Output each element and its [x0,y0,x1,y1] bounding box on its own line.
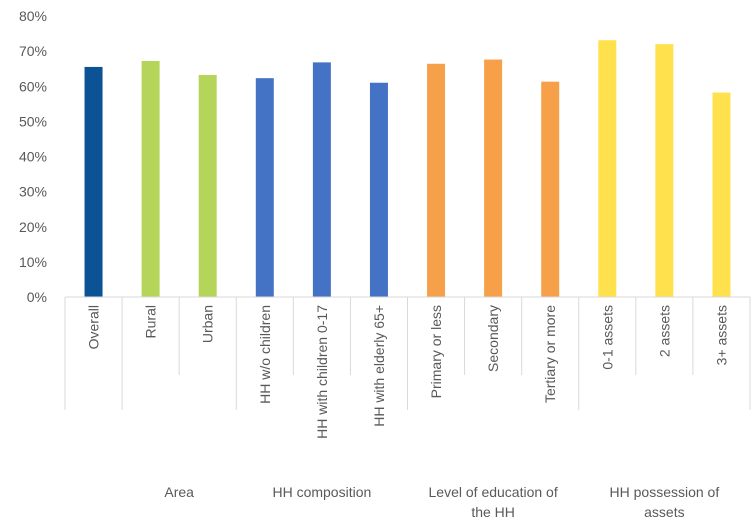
bars [84,40,731,298]
group-label-line: Level of education of [429,484,558,500]
bar [198,75,217,297]
group-label-line: Area [164,484,194,500]
x-tick-label: 2 assets [656,305,672,357]
y-tick-label: 30% [19,184,47,200]
x-tick-label: 3+ assets [713,305,729,365]
x-tick-label: HH with elderly 65+ [371,305,387,427]
x-tick-label: Urban [200,305,216,343]
bar [598,40,617,297]
group-label-line: HH composition [272,484,371,500]
x-tick-label: HH w/o children [257,305,273,404]
bar [369,82,388,297]
bar [312,62,331,297]
group-label: Level of education of the HH [429,484,558,520]
y-axis: 0% 10% 20% 30% 40% 50% 60% 70% 80% [19,8,47,305]
bar [484,59,503,298]
y-tick-label: 20% [19,219,47,235]
x-tick-label: 0-1 assets [599,305,615,370]
bar [541,81,560,297]
group-label: HH composition [272,484,371,500]
y-tick-label: 70% [19,43,47,59]
group-label-line: the HH [471,504,515,520]
x-tick-label: Overall [86,305,102,349]
bar [655,44,674,297]
group-label-line: assets [644,504,684,520]
x-tick-label: Tertiary or more [542,305,558,403]
x-tick-label: Primary or less [428,305,444,398]
x-tick-label: Rural [143,305,159,338]
y-tick-label: 50% [19,113,47,129]
y-tick-label: 40% [19,149,47,165]
group-label: Area [164,484,194,500]
bar [712,92,731,297]
bar [427,63,446,297]
group-label: HH possession of assets [610,484,720,520]
bar [255,78,274,297]
y-tick-label: 80% [19,8,47,24]
y-tick-label: 0% [27,289,47,305]
bar [84,66,103,298]
bar [141,60,160,298]
group-label-line: HH possession of [610,484,720,500]
y-tick-label: 60% [19,78,47,94]
y-tick-label: 10% [19,254,47,270]
x-axis: Overall Rural Urban HH w/o children HH with … [64,296,751,520]
x-tick-label: HH with children 0-17 [314,305,330,439]
x-tick-label: Secondary [485,305,501,372]
